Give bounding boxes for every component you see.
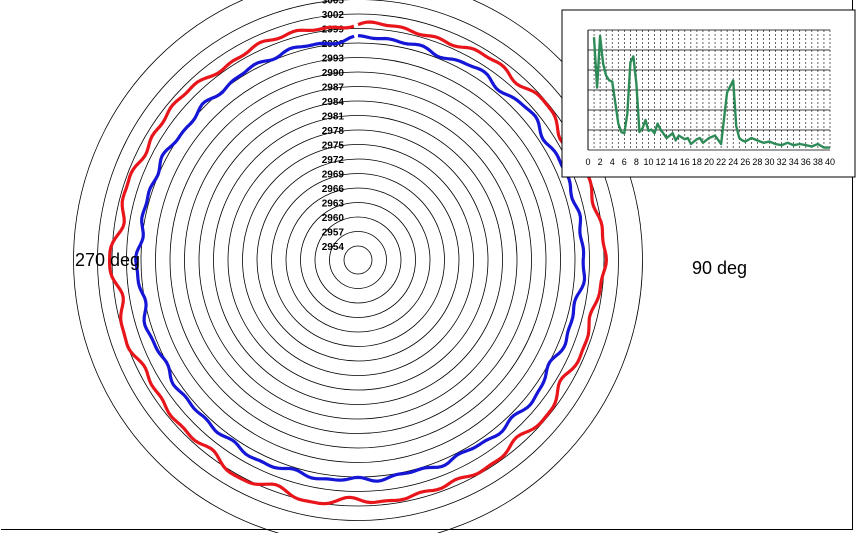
polar-ring xyxy=(285,187,431,333)
radial-tick-label: 2990 xyxy=(322,68,345,79)
inset-chart: 0 2 4 6 8 10 12 14 16 18 20 22 24 26 28 30 32 34 36 38 40 xyxy=(561,9,856,178)
inset-x-tick-label: 0 xyxy=(585,157,590,167)
radial-tick-label: 2984 xyxy=(322,97,345,108)
radial-tick-label: 2954 xyxy=(322,242,345,253)
inset-x-tick-label: 30 xyxy=(764,157,774,167)
inset-x-tick-label: 22 xyxy=(716,157,726,167)
radial-tick-label: 2993 xyxy=(322,54,345,65)
polar-ring xyxy=(126,28,590,492)
radial-tick-label: 3005 xyxy=(322,0,345,7)
polar-ring xyxy=(198,100,518,420)
radial-tick-label: 2969 xyxy=(322,170,345,181)
polar-ring xyxy=(343,245,373,275)
inset-x-tick-label: 34 xyxy=(789,157,799,167)
inset-x-tick-label: 24 xyxy=(728,157,738,167)
radial-tick-label: 2987 xyxy=(322,83,345,94)
inset-x-tick-label: 40 xyxy=(825,157,835,167)
inset-x-tick-label: 2 xyxy=(598,157,603,167)
radial-tick-label: 3002 xyxy=(322,10,345,21)
polar-ring xyxy=(256,158,460,362)
polar-ring xyxy=(300,202,416,318)
polar-ring xyxy=(155,57,561,463)
angle-label-270: 270 deg xyxy=(75,250,141,270)
inset-x-tick-label: 18 xyxy=(692,157,702,167)
inner-series-line xyxy=(134,34,587,483)
inset-x-tick-label: 36 xyxy=(801,157,811,167)
polar-ring xyxy=(111,13,605,507)
inset-x-tick-label: 6 xyxy=(622,157,627,167)
polar-ring xyxy=(97,0,619,521)
radial-tick-label: 2999 xyxy=(322,25,345,36)
polar-ring xyxy=(140,42,576,478)
radial-tick-label: 2981 xyxy=(322,112,345,123)
polar-ring xyxy=(271,173,445,347)
polar-series xyxy=(108,20,608,506)
inset-series xyxy=(592,34,830,149)
radial-tick-label: 2966 xyxy=(322,184,345,195)
radial-tick-label: 2972 xyxy=(322,155,345,166)
inset-x-tick-label: 16 xyxy=(680,157,690,167)
polar-ring xyxy=(242,144,474,376)
angle-label-90: 90 deg xyxy=(692,258,748,278)
inset-x-tick-label: 14 xyxy=(668,157,678,167)
radial-tick-label: 2960 xyxy=(322,213,345,224)
polar-ring xyxy=(184,86,532,434)
inset-x-tick-label: 32 xyxy=(777,157,787,167)
outer-series-line xyxy=(108,20,608,506)
polar-ring xyxy=(314,216,402,304)
inset-x-tick-label: 4 xyxy=(610,157,615,167)
polar-rings xyxy=(73,0,643,533)
radial-tick-label: 2957 xyxy=(322,228,345,239)
radial-tick-label: 2963 xyxy=(322,199,345,210)
inset-x-tick-label: 26 xyxy=(740,157,750,167)
inset-x-tick-label: 8 xyxy=(634,157,639,167)
polar-ring xyxy=(169,71,547,449)
polar-ring xyxy=(329,231,387,289)
inset-x-tick-label: 38 xyxy=(813,157,823,167)
radial-tick-label: 2978 xyxy=(322,126,345,137)
polar-outer-ring xyxy=(73,0,643,533)
inset-grid xyxy=(587,29,831,151)
inset-chart-border xyxy=(561,9,856,178)
inset-x-tick-label: 12 xyxy=(656,157,666,167)
inset-series-line xyxy=(592,34,830,149)
polar-ring xyxy=(227,129,489,391)
inset-x-tick-labels: 0 2 4 6 8 10 12 14 16 18 20 22 24 26 28 30 32 34 36 38 40 xyxy=(585,157,835,167)
inset-x-tick-label: 28 xyxy=(752,157,762,167)
radial-tick-labels: 2954 2957 2960 2963 2966 2969 2972 2975 2978 2981… xyxy=(322,0,345,253)
polar-ring xyxy=(213,115,503,405)
inset-x-tick-label: 20 xyxy=(704,157,714,167)
radial-tick-label: 2975 xyxy=(322,141,345,152)
inset-x-tick-label: 10 xyxy=(643,157,653,167)
